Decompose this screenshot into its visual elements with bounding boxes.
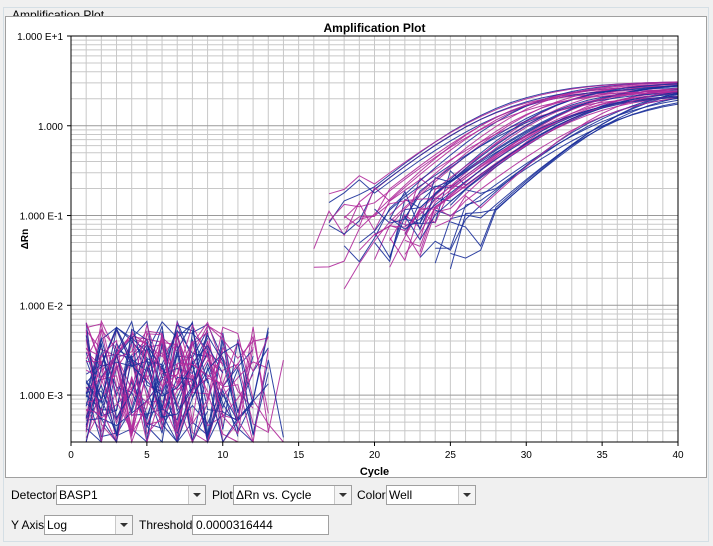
yaxis-label: Y Axis: <box>11 518 48 532</box>
color-label: Color: <box>357 488 390 502</box>
y-tick-label: 1.000 E-1 <box>20 212 64 223</box>
chart-title: Amplification Plot <box>324 21 426 35</box>
yaxis-select[interactable]: Log <box>44 515 133 535</box>
chevron-down-icon[interactable] <box>188 486 205 504</box>
x-tick-label: 20 <box>369 450 381 461</box>
x-tick-label: 30 <box>521 450 533 461</box>
x-tick-label: 25 <box>445 450 457 461</box>
y-axis-label: ΔRn <box>20 229 31 250</box>
plot-panel: 0 5 10 15 20 25 30 35 40 1.000 E+1 1.000 1.000 E-1 1… <box>5 16 707 478</box>
chevron-down-icon[interactable] <box>115 516 132 534</box>
plot-label: Plot: <box>212 488 237 502</box>
y-tick-label: 1.000 <box>38 122 63 133</box>
plot-value: ΔRn vs. Cycle <box>236 488 312 502</box>
amplification-curve <box>85 90 679 435</box>
x-tick-label: 35 <box>597 450 609 461</box>
yaxis-value: Log <box>47 518 68 532</box>
detector-label: Detector: <box>11 488 60 502</box>
x-tick-label: 10 <box>217 450 229 461</box>
color-select[interactable]: Well <box>386 485 476 505</box>
plot-select[interactable]: ΔRn vs. Cycle <box>233 485 352 505</box>
y-tick-label: 1.000 E+1 <box>17 32 63 43</box>
chevron-down-icon[interactable] <box>458 486 475 504</box>
amplification-curve <box>86 91 679 444</box>
y-tick-label: 1.000 E-2 <box>20 301 64 312</box>
color-value: Well <box>389 488 413 502</box>
x-axis-label: Cycle <box>360 466 389 477</box>
amplification-curve <box>85 93 679 418</box>
y-tick-label: 1.000 E-3 <box>20 391 64 402</box>
chevron-down-icon[interactable] <box>334 486 351 504</box>
detector-value: BASP1 <box>59 488 98 502</box>
x-tick-label: 15 <box>293 450 305 461</box>
amplification-curve <box>85 88 679 436</box>
threshold-label: Threshold: <box>139 518 196 532</box>
x-tick-label: 0 <box>68 450 74 461</box>
amplification-chart: 0 5 10 15 20 25 30 35 40 1.000 E+1 1.000 1.000 E-1 1… <box>17 21 684 477</box>
detector-select[interactable]: BASP1 <box>56 485 206 505</box>
amplification-curve <box>85 96 679 444</box>
x-tick-label: 5 <box>144 450 150 461</box>
threshold-input[interactable]: 0.0000316444 <box>192 515 329 535</box>
x-tick-label: 40 <box>672 450 684 461</box>
